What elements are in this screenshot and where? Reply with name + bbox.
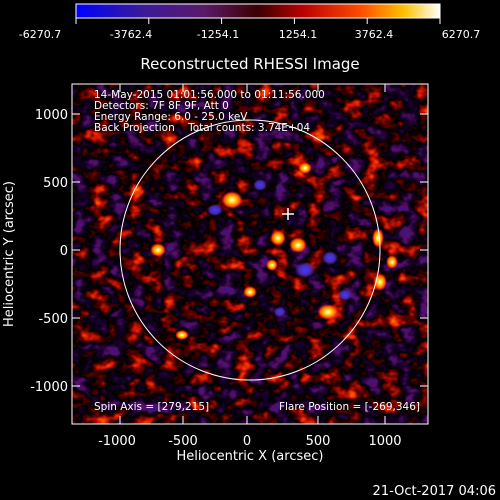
rhessi-image bbox=[72, 84, 428, 424]
y-axis-label: Heliocentric Y (arcsec) bbox=[2, 181, 17, 327]
observation-info: 14-May-2015 01:01:56.000 to 01:11:56.000… bbox=[94, 89, 325, 134]
bright-sources bbox=[150, 162, 398, 340]
y-axis-ticks bbox=[72, 113, 428, 387]
energy-range-text: Energy Range: 6.0 - 25.0 keV bbox=[94, 111, 248, 123]
x-tick-label: -1000 bbox=[98, 434, 136, 449]
colorbar: -6270.7 -3762.4 -1254.1 1254.1 3762.4 62… bbox=[19, 3, 481, 41]
colorbar-tick-label: 1254.1 bbox=[279, 28, 318, 41]
colorbar-gradient bbox=[75, 3, 441, 19]
colorbar-ticks bbox=[75, 18, 441, 24]
plot-frame bbox=[71, 83, 429, 425]
colorbar-tick-label: 6270.7 bbox=[442, 28, 481, 41]
y-tick-label: 0 bbox=[60, 244, 68, 259]
y-tick-label: 1000 bbox=[35, 108, 68, 123]
dark-sources bbox=[207, 179, 352, 317]
y-tick-label: -1000 bbox=[30, 380, 68, 395]
flare-marker-icon bbox=[282, 208, 294, 220]
x-tick-label: 1000 bbox=[368, 434, 401, 449]
x-axis-ticks bbox=[119, 84, 386, 424]
time-range-text: 14-May-2015 01:01:56.000 to 01:11:56.000 bbox=[94, 89, 325, 101]
spin-axis-text: Spin Axis = [279,215] bbox=[94, 401, 209, 413]
colorbar-tick-label: -6270.7 bbox=[19, 28, 61, 41]
x-tick-label: -500 bbox=[168, 434, 198, 449]
detectors-text: Detectors: 7F 8F 9F, Att 0 bbox=[94, 100, 229, 112]
x-tick-label: 500 bbox=[306, 434, 331, 449]
colorbar-tick-label: -3762.4 bbox=[110, 28, 152, 41]
method-counts-text: Back Projection Total counts: 3.74E+04 bbox=[94, 122, 310, 134]
timestamp-text: 21-Oct-2017 04:06 bbox=[373, 484, 496, 499]
solar-limb-circle bbox=[119, 119, 381, 381]
y-tick-label: 500 bbox=[43, 176, 68, 191]
flare-position-text: Flare Position = [-269,346] bbox=[279, 401, 420, 413]
colorbar-tick-label: -1254.1 bbox=[197, 28, 239, 41]
x-axis-label: Heliocentric X (arcsec) bbox=[177, 449, 324, 464]
x-tick-label: 0 bbox=[243, 434, 251, 449]
y-tick-label: -500 bbox=[38, 312, 68, 327]
colorbar-tick-label: 3762.4 bbox=[355, 28, 394, 41]
plot-title: Reconstructed RHESSI Image bbox=[140, 55, 359, 73]
